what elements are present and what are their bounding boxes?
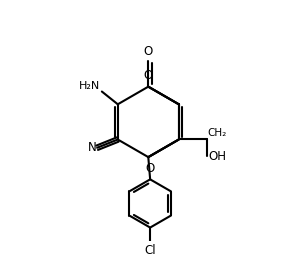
Text: H₂N: H₂N bbox=[79, 80, 100, 91]
Text: O: O bbox=[144, 45, 153, 58]
Text: Cl: Cl bbox=[144, 244, 156, 257]
Text: O: O bbox=[146, 162, 155, 175]
Text: CH₂: CH₂ bbox=[208, 128, 227, 138]
Text: OH: OH bbox=[209, 150, 226, 163]
Text: O: O bbox=[144, 69, 153, 82]
Text: N: N bbox=[88, 141, 96, 154]
